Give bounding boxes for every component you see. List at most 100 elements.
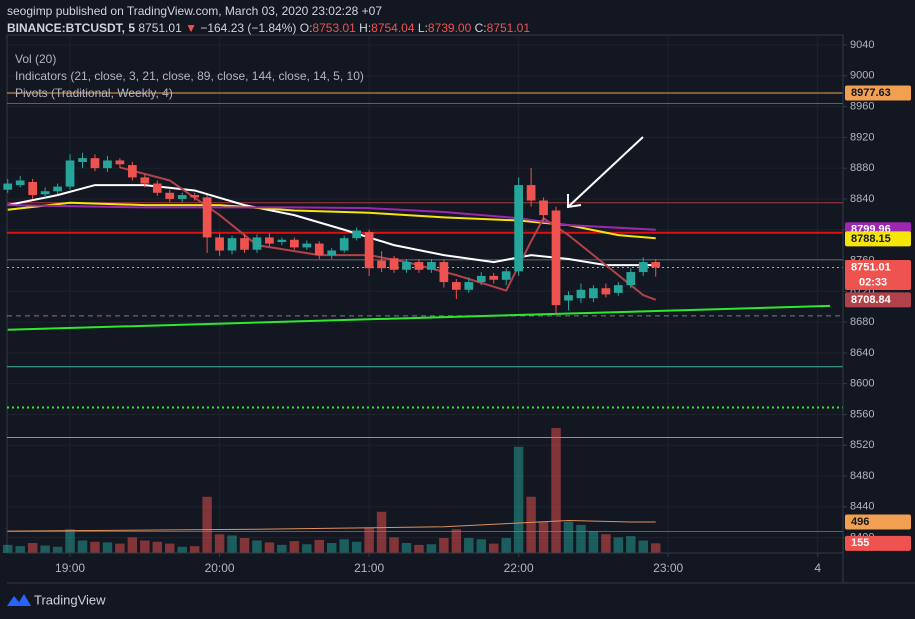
publisher: seogimp published on TradingView.com, Ma… <box>7 4 382 18</box>
candle-body <box>613 285 623 293</box>
volume-bar <box>15 546 25 553</box>
close-value: 8751.01 <box>487 21 531 35</box>
volume-bar <box>576 524 586 553</box>
candle-body <box>177 195 187 199</box>
volume-bar <box>314 539 325 553</box>
candle-body <box>414 262 424 270</box>
candle-body <box>489 275 499 280</box>
candle-body <box>439 262 449 283</box>
volume-bar <box>90 541 100 553</box>
candle-body <box>564 295 573 301</box>
volume-bar <box>626 536 636 553</box>
candle-body <box>3 183 13 190</box>
volume-bar <box>189 546 200 553</box>
volume-bar <box>650 543 661 553</box>
candle-body <box>115 160 125 165</box>
price-label: 155 <box>851 537 869 549</box>
volume-bar <box>40 545 50 553</box>
high-value: 8754.04 <box>371 21 415 35</box>
candle-body <box>314 243 324 256</box>
change: −164.23 (−1.84%) <box>200 21 296 35</box>
y-tick-label: 8480 <box>850 470 874 482</box>
volume-bar <box>526 496 536 553</box>
volume-bar <box>588 531 599 553</box>
volume-bar <box>439 538 449 553</box>
indicator-line <box>119 166 657 301</box>
volume-bar <box>214 534 225 553</box>
price-label: 8751.01 <box>851 261 891 273</box>
price-label-box <box>845 292 911 308</box>
price-label: 8708.84 <box>851 294 892 306</box>
y-tick-label: 8640 <box>850 347 874 359</box>
volume-bar <box>364 528 374 553</box>
axes: 9040900089608920888088408800876087208680… <box>55 39 911 575</box>
x-tick-label: 21:00 <box>354 561 384 575</box>
volume-bar <box>27 543 38 553</box>
candle-body <box>28 182 38 196</box>
candle-body <box>265 237 274 244</box>
volume-bar <box>351 541 362 553</box>
y-tick-label: 9000 <box>850 70 874 82</box>
volume-bar <box>464 538 474 553</box>
volume-bar <box>140 540 150 553</box>
volume-bar <box>389 537 399 553</box>
volume-bar <box>227 535 237 553</box>
volume-bar <box>239 538 250 553</box>
candle-body <box>140 177 150 184</box>
price-label: 8788.15 <box>851 233 891 245</box>
candle-body <box>427 262 436 270</box>
legend-item: Indicators (21, close, 3, 21, close, 89,… <box>15 69 364 83</box>
y-tick-label: 8920 <box>850 131 874 143</box>
volume-bar <box>488 543 499 553</box>
candle-body <box>289 239 299 248</box>
candle-body <box>152 183 162 193</box>
y-tick-label: 8520 <box>850 439 874 451</box>
y-tick-label: 9040 <box>850 39 874 51</box>
volume-bar <box>177 546 187 553</box>
volume-bar <box>152 541 163 553</box>
volume-bar <box>289 541 300 553</box>
candle-body <box>514 185 524 272</box>
candle-body <box>551 210 561 306</box>
candle-body <box>389 258 399 270</box>
legend-item: Vol (20) <box>15 52 56 66</box>
indicator-line <box>7 201 656 240</box>
candle-body <box>601 288 611 295</box>
candle-body <box>501 271 511 280</box>
price-label-box <box>845 85 911 101</box>
low-label: L: <box>418 21 428 35</box>
candle-body <box>302 243 312 248</box>
countdown-label: 02:33 <box>859 276 887 288</box>
change-arrow: ▼ <box>185 21 197 35</box>
candle-body <box>377 260 386 269</box>
volume-bar <box>501 538 511 553</box>
trend-line <box>7 304 831 331</box>
volume-bar <box>3 544 13 553</box>
candle-body <box>352 230 362 239</box>
volume-bar <box>264 542 275 553</box>
volume-bar <box>65 529 75 553</box>
volume-bar <box>601 534 611 553</box>
candle-body <box>638 262 648 273</box>
volume-bar <box>165 543 175 553</box>
candle-body <box>364 232 374 269</box>
candle-body <box>202 197 212 238</box>
volume-bar <box>376 511 387 553</box>
volume-bar <box>52 546 63 553</box>
y-tick-label: 8560 <box>850 408 874 420</box>
candle-body <box>40 191 50 195</box>
candle-body <box>476 275 486 283</box>
open-label: O: <box>300 21 313 35</box>
candle-body <box>15 180 25 186</box>
plot <box>3 92 843 553</box>
candle-body <box>127 165 137 178</box>
candle-body <box>165 192 175 199</box>
candle-body <box>589 288 598 299</box>
x-tick-label: 4 <box>814 561 821 575</box>
volume-bar <box>202 496 212 553</box>
y-tick-label: 8840 <box>850 193 874 205</box>
last-price: 8751.01 <box>138 21 182 35</box>
volume-bar <box>513 446 524 553</box>
candle-body <box>451 282 461 290</box>
